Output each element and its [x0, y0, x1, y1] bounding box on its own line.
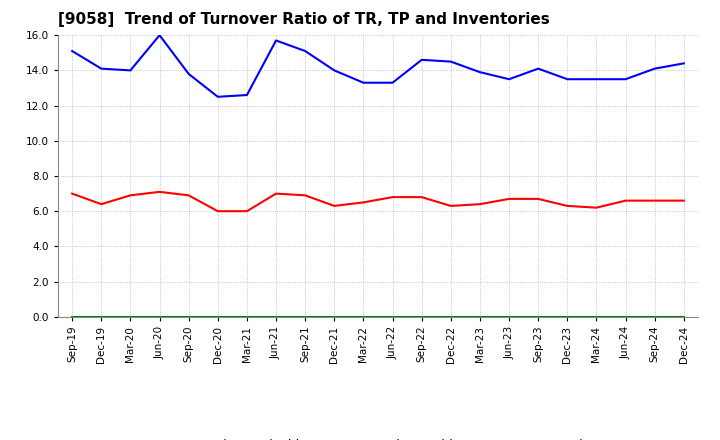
Trade Receivables: [68, 191, 76, 196]
Trade Payables: [184, 71, 193, 77]
Inventories: [388, 314, 397, 319]
Inventories: [592, 314, 600, 319]
Inventories: [184, 314, 193, 319]
Trade Payables: [476, 70, 485, 75]
Trade Receivables: [680, 198, 688, 203]
Inventories: [418, 314, 426, 319]
Trade Receivables: [271, 191, 280, 196]
Trade Payables: [97, 66, 106, 71]
Trade Payables: [505, 77, 513, 82]
Trade Payables: [563, 77, 572, 82]
Inventories: [505, 314, 513, 319]
Inventories: [680, 314, 688, 319]
Trade Payables: [446, 59, 455, 64]
Inventories: [476, 314, 485, 319]
Trade Receivables: [359, 200, 368, 205]
Trade Payables: [301, 48, 310, 54]
Inventories: [301, 314, 310, 319]
Line: Trade Receivables: Trade Receivables: [72, 192, 684, 211]
Trade Receivables: [97, 202, 106, 207]
Trade Receivables: [156, 189, 164, 194]
Inventories: [563, 314, 572, 319]
Trade Payables: [330, 68, 338, 73]
Inventories: [271, 314, 280, 319]
Trade Payables: [534, 66, 543, 71]
Trade Payables: [650, 66, 659, 71]
Inventories: [97, 314, 106, 319]
Trade Receivables: [418, 194, 426, 200]
Inventories: [243, 314, 251, 319]
Trade Payables: [592, 77, 600, 82]
Trade Payables: [680, 61, 688, 66]
Line: Trade Payables: Trade Payables: [72, 35, 684, 97]
Trade Payables: [418, 57, 426, 62]
Trade Receivables: [505, 196, 513, 202]
Inventories: [446, 314, 455, 319]
Trade Receivables: [446, 203, 455, 209]
Trade Receivables: [476, 202, 485, 207]
Text: [9058]  Trend of Turnover Ratio of TR, TP and Inventories: [9058] Trend of Turnover Ratio of TR, TP…: [58, 12, 549, 27]
Inventories: [359, 314, 368, 319]
Trade Receivables: [388, 194, 397, 200]
Trade Receivables: [330, 203, 338, 209]
Trade Payables: [359, 80, 368, 85]
Trade Receivables: [563, 203, 572, 209]
Inventories: [330, 314, 338, 319]
Trade Receivables: [184, 193, 193, 198]
Trade Payables: [126, 68, 135, 73]
Trade Receivables: [621, 198, 630, 203]
Trade Receivables: [126, 193, 135, 198]
Trade Payables: [271, 38, 280, 43]
Inventories: [156, 314, 164, 319]
Inventories: [621, 314, 630, 319]
Trade Receivables: [650, 198, 659, 203]
Trade Payables: [213, 94, 222, 99]
Inventories: [213, 314, 222, 319]
Inventories: [650, 314, 659, 319]
Trade Payables: [156, 33, 164, 38]
Trade Payables: [621, 77, 630, 82]
Inventories: [68, 314, 76, 319]
Trade Receivables: [592, 205, 600, 210]
Inventories: [534, 314, 543, 319]
Trade Payables: [243, 92, 251, 98]
Legend: Trade Receivables, Trade Payables, Inventories: Trade Receivables, Trade Payables, Inven…: [153, 434, 603, 440]
Trade Payables: [68, 48, 76, 54]
Trade Receivables: [301, 193, 310, 198]
Trade Receivables: [213, 209, 222, 214]
Trade Receivables: [243, 209, 251, 214]
Trade Payables: [388, 80, 397, 85]
Inventories: [126, 314, 135, 319]
Trade Receivables: [534, 196, 543, 202]
